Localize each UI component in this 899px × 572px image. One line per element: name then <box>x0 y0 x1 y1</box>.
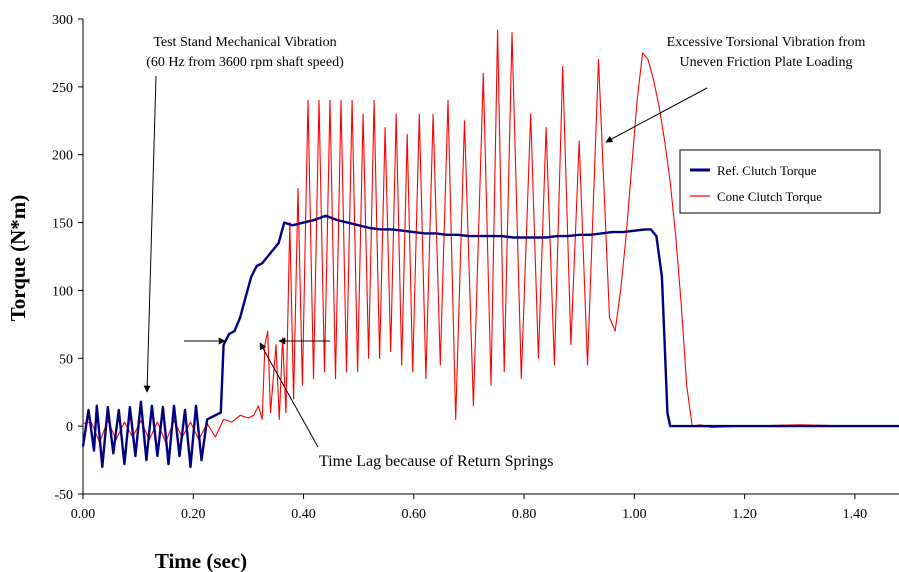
annotation-vibration-line-1: Test Stand Mechanical Vibration <box>153 35 336 50</box>
x-tick-label: 0.80 <box>512 507 537 522</box>
y-tick-label: 0 <box>66 420 73 435</box>
annotation-time-lag: Time Lag because of Return Springs <box>184 337 553 470</box>
x-axis-title: Time (sec) <box>155 549 247 572</box>
x-tick-label: 1.20 <box>732 507 757 522</box>
y-tick-label: 100 <box>52 284 73 299</box>
series-line-cone-clutch-torque <box>82 29 899 443</box>
y-tick-label: -50 <box>54 488 73 503</box>
legend-label-ref-clutch: Ref. Clutch Torque <box>717 163 817 178</box>
x-tick-label: 1.40 <box>843 507 868 522</box>
y-axis-ticks: -50 0 50 100 150 200 250 300 <box>52 13 83 503</box>
y-tick-label: 150 <box>52 217 73 232</box>
legend-label-cone-clutch: Cone Clutch Torque <box>717 189 822 204</box>
annotation-time-lag-text: Time Lag because of Return Springs <box>319 453 553 470</box>
x-tick-label: 0.00 <box>71 507 96 522</box>
annotation-vibration-arrow <box>143 75 157 393</box>
annotation-vibration-line-2: (60 Hz from 3600 rpm shaft speed) <box>146 55 344 70</box>
x-tick-label: 1.00 <box>622 507 647 522</box>
y-tick-label: 200 <box>52 149 73 164</box>
annotation-torsional-arrow <box>605 87 708 143</box>
time-lag-pointer <box>259 342 319 448</box>
annotation-torsional: Excessive Torsional Vibration from Uneve… <box>605 35 866 143</box>
x-tick-label: 0.20 <box>181 507 206 522</box>
y-tick-label: 300 <box>52 13 73 28</box>
x-axis-ticks: 0.00 0.20 0.40 0.60 0.80 1.00 1.20 1.40 <box>71 494 867 522</box>
plot-area <box>82 19 899 495</box>
x-tick-label: 0.60 <box>402 507 427 522</box>
series-layer <box>81 29 899 469</box>
y-tick-label: 50 <box>59 352 73 367</box>
legend: Ref. Clutch Torque Cone Clutch Torque <box>679 149 881 214</box>
annotation-vibration: Test Stand Mechanical Vibration (60 Hz f… <box>143 35 344 393</box>
y-tick-label: 250 <box>52 81 73 96</box>
legend-box <box>679 149 881 214</box>
x-tick-label: 0.40 <box>291 507 316 522</box>
y-axis-title: Torque (N*m) <box>6 195 30 322</box>
annotation-torsional-line-1: Excessive Torsional Vibration from <box>667 35 866 50</box>
series-line-ref-clutch-torque <box>81 214 899 469</box>
annotation-torsional-line-2: Uneven Friction Plate Loading <box>679 55 852 70</box>
